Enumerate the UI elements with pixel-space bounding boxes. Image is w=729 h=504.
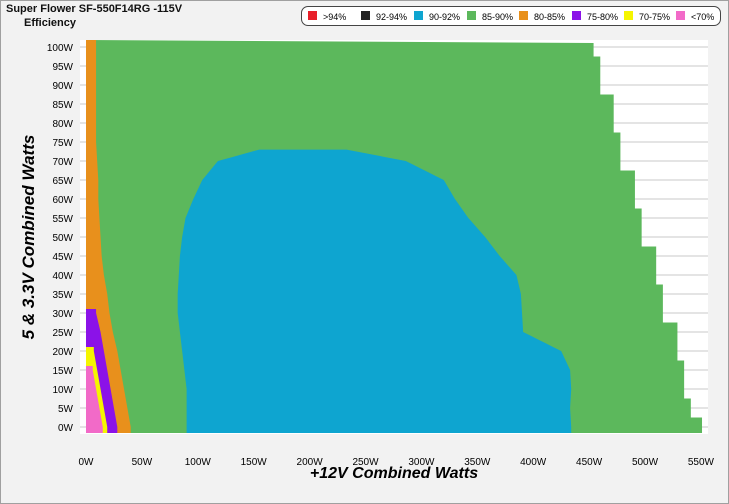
legend-label: 75-80% (587, 12, 618, 22)
legend-swatch (308, 11, 317, 20)
y-tick-label: 90W (52, 81, 73, 92)
y-tick-label: 45W (52, 252, 73, 263)
region-below-70 (86, 366, 103, 433)
chart-subtitle: Efficiency (24, 17, 76, 29)
y-axis-label: 5 & 3.3V Combined Watts (19, 135, 38, 340)
chart-title: Super Flower SF-550F14RG -115V (6, 3, 183, 15)
y-tick-label: 85W (52, 100, 73, 111)
y-tick-label: 30W (52, 309, 73, 320)
y-tick-label: 40W (52, 271, 73, 282)
legend-swatch (572, 11, 581, 20)
y-ticks: 0W 5W 10W 15W 20W 25W 30W 35W 40W 45W 50W 55W 60W 65W… (47, 43, 74, 434)
legend-swatch (361, 11, 370, 20)
x-tick-label: 350W (464, 457, 491, 468)
legend-label: <70% (691, 12, 714, 22)
legend-label: >94% (323, 12, 346, 22)
legend-label: 80-85% (534, 12, 565, 22)
y-tick-label: 0W (58, 423, 74, 434)
y-tick-label: 60W (52, 195, 73, 206)
x-tick-label: 550W (688, 457, 715, 468)
x-tick-label: 400W (520, 457, 547, 468)
x-ticks: 0W 50W 100W 150W 200W 250W 300W 350W 400W 450W 500… (79, 457, 715, 468)
legend-swatch (414, 11, 423, 20)
x-tick-label: 0W (79, 457, 95, 468)
legend-swatch (519, 11, 528, 20)
legend-label: 70-75% (639, 12, 670, 22)
y-tick-label: 100W (47, 43, 74, 54)
y-tick-label: 80W (52, 119, 73, 130)
y-tick-label: 35W (52, 290, 73, 301)
legend-label: 85-90% (482, 12, 513, 22)
legend-label: 92-94% (376, 12, 407, 22)
legend-swatch (467, 11, 476, 20)
legend-swatch (676, 11, 685, 20)
x-tick-label: 300W (408, 457, 435, 468)
y-tick-label: 15W (52, 366, 73, 377)
x-tick-label: 50W (132, 457, 153, 468)
legend-label: 90-92% (429, 12, 460, 22)
y-tick-label: 20W (52, 347, 73, 358)
legend-svg: >94% 92-94% 90-92% 85-90% 80-85% 75-80% 70-75%… (308, 11, 714, 22)
x-tick-label: 250W (352, 457, 379, 468)
x-tick-label: 450W (576, 457, 603, 468)
y-tick-label: 25W (52, 328, 73, 339)
efficiency-regions (86, 40, 703, 433)
x-tick-label: 150W (241, 457, 268, 468)
y-tick-label: 55W (52, 214, 73, 225)
y-tick-label: 95W (52, 62, 73, 73)
y-tick-label: 10W (52, 385, 73, 396)
x-tick-label: 500W (632, 457, 659, 468)
x-tick-label: 100W (185, 457, 212, 468)
y-tick-label: 65W (52, 176, 73, 187)
x-tick-label: 200W (297, 457, 324, 468)
region-90-92 (177, 149, 572, 433)
y-tick-label: 50W (52, 233, 73, 244)
legend-swatch (624, 11, 633, 20)
x-axis-label: +12V Combined Watts (310, 465, 478, 482)
y-tick-label: 70W (52, 157, 73, 168)
y-tick-label: 75W (52, 138, 73, 149)
y-tick-label: 5W (58, 404, 74, 415)
legend: >94% 92-94% 90-92% 85-90% 80-85% 75-80% 70-75%… (301, 6, 721, 26)
